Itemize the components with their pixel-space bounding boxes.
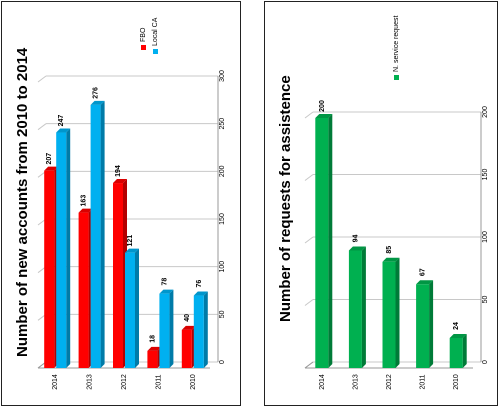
gridline-depth xyxy=(304,111,314,119)
bar-top xyxy=(147,346,162,351)
bar xyxy=(125,252,135,368)
data-label: 76 xyxy=(196,280,203,288)
bar xyxy=(159,293,170,368)
x-tick-label: 2014 xyxy=(52,374,59,390)
bar-side xyxy=(361,246,366,368)
y-tick-label: 150 xyxy=(482,169,489,181)
y-tick-label: 250 xyxy=(219,118,226,130)
x-tick-label: 2011 xyxy=(155,374,162,389)
bar-top xyxy=(78,208,93,213)
bar-side xyxy=(462,334,467,368)
axis-depth xyxy=(304,361,314,369)
y-tick-label: 200 xyxy=(219,165,226,177)
y-tick-label: 50 xyxy=(482,296,489,304)
data-label: 247 xyxy=(58,115,65,127)
data-label: 200 xyxy=(319,100,326,112)
bar xyxy=(147,350,158,368)
bar-top xyxy=(348,246,366,251)
bar-side xyxy=(395,257,400,368)
bar-top xyxy=(315,114,333,118)
y-tick-label: 0 xyxy=(219,360,226,364)
bar xyxy=(56,132,67,368)
gridline-depth xyxy=(304,236,314,244)
data-label: 163 xyxy=(81,195,88,207)
data-label: 94 xyxy=(352,235,359,243)
y-tick-label: 50 xyxy=(219,310,226,318)
bar-top xyxy=(56,128,71,133)
bar-top xyxy=(44,166,59,171)
data-label: 18 xyxy=(149,335,156,343)
x-tick-label: 2010 xyxy=(453,374,460,390)
bar xyxy=(315,118,329,368)
bar xyxy=(416,284,430,368)
bar-top xyxy=(113,179,127,184)
bar-side xyxy=(328,114,333,368)
bar xyxy=(449,338,463,368)
bar-side xyxy=(429,280,434,368)
bar xyxy=(382,261,396,368)
bar-side xyxy=(66,128,71,368)
gridline-depth xyxy=(37,123,47,131)
bar-top xyxy=(382,257,400,262)
y-tick-label: 100 xyxy=(219,261,226,273)
bar xyxy=(193,295,204,368)
x-tick-label: 2012 xyxy=(121,374,128,390)
data-label: 24 xyxy=(453,322,460,330)
data-label: 276 xyxy=(93,87,100,99)
gridline-depth xyxy=(304,174,314,181)
bar xyxy=(113,183,123,368)
y-tick-label: 150 xyxy=(219,213,226,225)
y-tick-label: 200 xyxy=(482,106,489,118)
chart-panel-requests: Number of requests for assistence N. ser… xyxy=(264,1,498,406)
x-tick-label: 2013 xyxy=(352,374,359,390)
bar xyxy=(181,329,192,368)
y-tick-label: 100 xyxy=(482,231,489,243)
data-label: 40 xyxy=(184,314,191,322)
gridline-depth xyxy=(304,299,314,306)
bar-top xyxy=(125,248,139,253)
data-label: 121 xyxy=(127,235,134,247)
gridline-depth xyxy=(37,75,47,83)
data-label: 194 xyxy=(115,165,122,177)
y-tick-label: 0 xyxy=(482,360,489,364)
bar xyxy=(90,104,101,368)
bar xyxy=(78,212,89,368)
x-tick-label: 2011 xyxy=(420,374,427,389)
bar-top xyxy=(159,289,174,294)
bar-top xyxy=(193,291,208,296)
bar-top xyxy=(449,334,467,338)
bar-chart-new-accounts: 0 50 100 150 200 250 300 2014 207 247 2013 163 276 20… xyxy=(37,70,226,390)
bar-top xyxy=(90,100,105,105)
bar-side xyxy=(100,100,105,368)
bar xyxy=(44,170,55,368)
chart-panel-new-accounts: Number of new accounts from 2010 to 2014… xyxy=(1,1,241,406)
data-label: 85 xyxy=(386,246,393,254)
bar-side xyxy=(135,248,139,368)
bar-side xyxy=(203,291,208,368)
data-label: 207 xyxy=(46,153,53,165)
bar-top xyxy=(416,280,434,285)
bar xyxy=(348,250,362,368)
bar-top xyxy=(181,325,196,330)
x-tick-label: 2010 xyxy=(190,374,197,390)
bar-side xyxy=(169,289,174,368)
data-label: 67 xyxy=(420,268,427,276)
data-label: 78 xyxy=(161,278,168,286)
x-tick-label: 2012 xyxy=(386,374,393,390)
x-tick-label: 2014 xyxy=(319,374,326,390)
y-tick-label: 300 xyxy=(219,70,226,82)
bar-chart-requests: 0 50 100 150 200 2014 200 2013 94 2012 85 2011 67 201… xyxy=(304,100,489,390)
x-tick-label: 2013 xyxy=(87,374,94,390)
